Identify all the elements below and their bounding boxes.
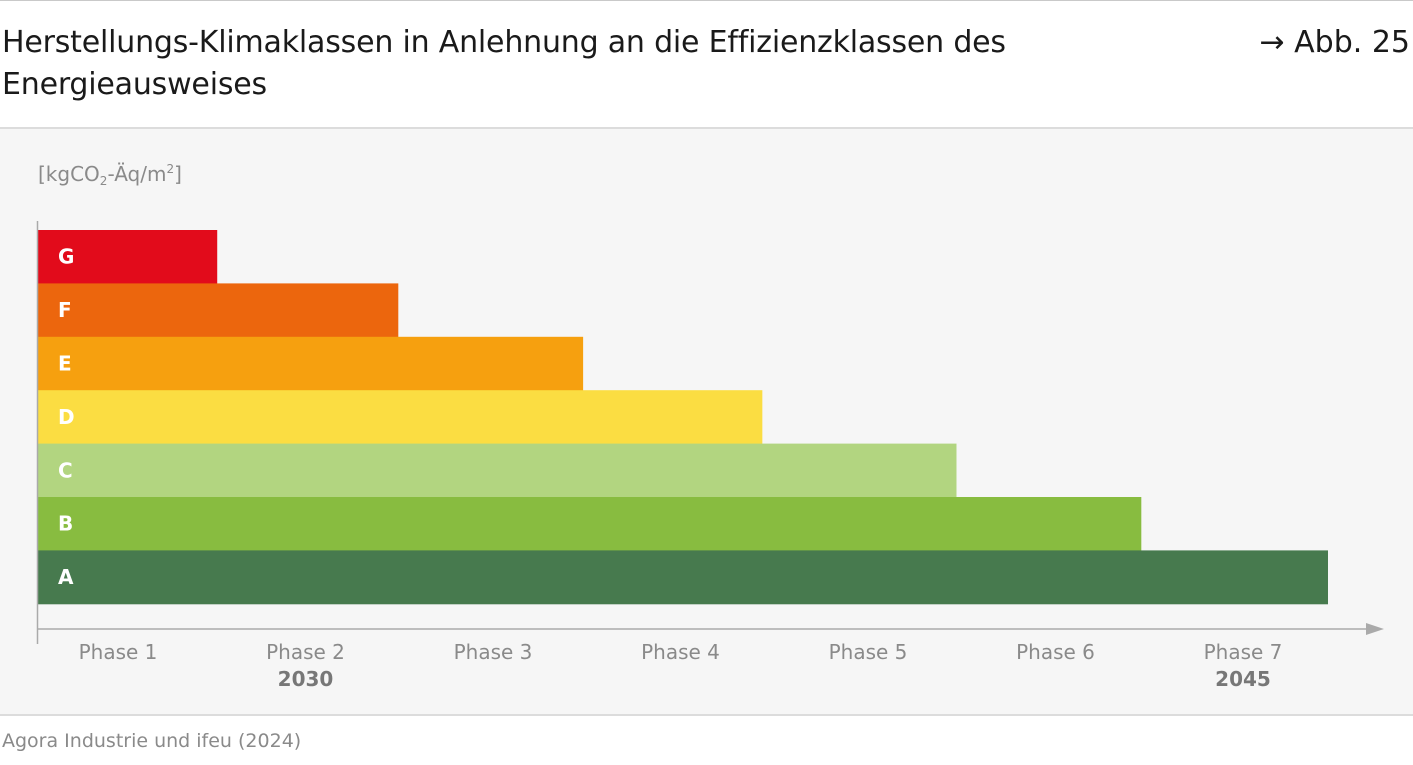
unit-superscript: 2 [166, 162, 175, 176]
class-label-f: F [58, 298, 72, 322]
class-label-e: E [58, 352, 72, 376]
bar-class-d [38, 390, 763, 445]
source-note: Agora Industrie und ifeu (2024) [2, 730, 302, 752]
unit-prefix: [kgCO [38, 162, 100, 186]
bar-class-g [38, 230, 218, 284]
unit-subscript: 2 [99, 174, 108, 188]
figure-reference-link[interactable]: → Abb. 25 [1259, 25, 1410, 60]
class-label-g: G [58, 245, 74, 269]
bar-chart: G F E D C B A Phase 1 Phase 2 2030 Phase 3 Phase 4 P… [36, 221, 1384, 691]
bar-class-f [38, 283, 399, 338]
bar-class-c [38, 443, 957, 498]
x-tick-year-label: 2045 [1215, 667, 1271, 691]
chart-title: Herstellungs-Klimaklassen in Anlehnung a… [2, 25, 1006, 102]
bar-class-b [38, 497, 1142, 551]
unit-middle: -Äq/m [107, 162, 167, 186]
class-label-a: A [58, 565, 74, 589]
header-divider [0, 127, 1413, 129]
x-tick-label: Phase 5 [829, 640, 908, 664]
class-label-d: D [58, 405, 75, 429]
unit-suffix: ] [174, 162, 182, 186]
class-label-b: B [58, 512, 73, 536]
x-tick-label: Phase 3 [454, 640, 533, 664]
x-tick-label: Phase 6 [1016, 640, 1095, 664]
x-axis-arrowhead [1366, 623, 1384, 635]
y-axis-unit-label: [kgCO2-Äq/m2] [38, 160, 182, 188]
top-rule [0, 0, 1413, 1]
class-label-c: C [58, 458, 73, 482]
bar-class-e [38, 336, 584, 391]
x-tick-year-label: 2030 [278, 667, 334, 691]
x-tick-label: Phase 2 [266, 640, 345, 664]
footer-divider [0, 714, 1413, 716]
x-tick-label: Phase 4 [641, 640, 720, 664]
x-tick-label: Phase 1 [79, 640, 158, 664]
x-tick-label: Phase 7 [1204, 640, 1283, 664]
bar-class-a [38, 550, 1328, 605]
